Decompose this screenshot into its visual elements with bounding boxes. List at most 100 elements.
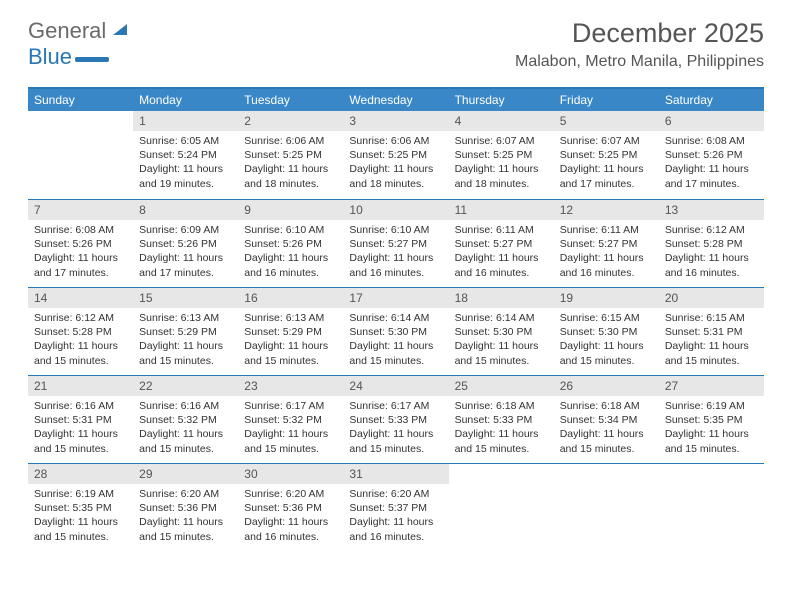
- day-body: [28, 117, 133, 126]
- day-number-text: 21: [34, 379, 47, 393]
- day-body: Sunrise: 6:15 AMSunset: 5:30 PMDaylight:…: [554, 308, 659, 374]
- day-number-text: 30: [244, 467, 257, 481]
- daylight-text: Daylight: 11 hours and 15 minutes.: [455, 427, 548, 455]
- day-body: Sunrise: 6:07 AMSunset: 5:25 PMDaylight:…: [554, 131, 659, 197]
- day-body: [449, 470, 554, 479]
- week-row: 1Sunrise: 6:05 AMSunset: 5:24 PMDaylight…: [28, 111, 764, 199]
- day-cell: 19Sunrise: 6:15 AMSunset: 5:30 PMDayligh…: [554, 288, 659, 375]
- day-number: 11: [449, 200, 554, 220]
- day-number-text: 27: [665, 379, 678, 393]
- day-number-text: 24: [349, 379, 362, 393]
- day-body: Sunrise: 6:14 AMSunset: 5:30 PMDaylight:…: [343, 308, 448, 374]
- day-number-text: 20: [665, 291, 678, 305]
- day-cell: 6Sunrise: 6:08 AMSunset: 5:26 PMDaylight…: [659, 111, 764, 199]
- day-cell: 28 Sunrise: 6:19 AMSunset: 5:35 PMDayligh…: [28, 464, 133, 551]
- sunrise-text: Sunrise: 6:06 AM: [349, 134, 442, 148]
- sunset-text: Sunset: 5:27 PM: [560, 237, 653, 251]
- page-title: December 2025: [515, 18, 764, 49]
- logo: General Blue: [28, 18, 127, 70]
- logo-mark: [111, 18, 127, 35]
- daylight-text: Daylight: 11 hours and 16 minutes.: [560, 251, 653, 279]
- day-number-text: 5: [560, 114, 567, 128]
- day-number: 4: [449, 111, 554, 131]
- day-cell: 7Sunrise: 6:08 AMSunset: 5:26 PMDaylight…: [28, 200, 133, 287]
- day-cell: 22Sunrise: 6:16 AMSunset: 5:32 PMDayligh…: [133, 376, 238, 463]
- daylight-text: Daylight: 11 hours and 16 minutes.: [665, 251, 758, 279]
- day-body: Sunrise: 6:08 AMSunset: 5:26 PMDaylight:…: [659, 131, 764, 197]
- sunrise-text: Sunrise: 6:07 AM: [455, 134, 548, 148]
- sunrise-text: Sunrise: 6:08 AM: [34, 223, 127, 237]
- day-body: Sunrise: 6:09 AMSunset: 5:26 PMDaylight:…: [133, 220, 238, 286]
- day-number: 18: [449, 288, 554, 308]
- daylight-text: Daylight: 11 hours and 19 minutes.: [139, 162, 232, 190]
- sunrise-text: Sunrise: 6:10 AM: [244, 223, 337, 237]
- daylight-text: Daylight: 11 hours and 17 minutes.: [139, 251, 232, 279]
- sunset-text: Sunset: 5:31 PM: [665, 325, 758, 339]
- day-body: Sunrise: 6:17 AMSunset: 5:32 PMDaylight:…: [238, 396, 343, 462]
- daylight-text: Daylight: 11 hours and 16 minutes.: [244, 251, 337, 279]
- day-cell: 31Sunrise: 6:20 AMSunset: 5:37 PMDayligh…: [343, 464, 448, 551]
- day-number-text: 13: [665, 203, 678, 217]
- day-number: 6: [659, 111, 764, 131]
- weekday-thursday: Thursday: [449, 89, 554, 111]
- day-cell: [28, 111, 133, 199]
- weeks-container: 1Sunrise: 6:05 AMSunset: 5:24 PMDaylight…: [28, 111, 764, 551]
- day-cell: 18Sunrise: 6:14 AMSunset: 5:30 PMDayligh…: [449, 288, 554, 375]
- day-number: 13: [659, 200, 764, 220]
- day-cell: 23Sunrise: 6:17 AMSunset: 5:32 PMDayligh…: [238, 376, 343, 463]
- day-number: 17: [343, 288, 448, 308]
- sunset-text: Sunset: 5:34 PM: [560, 413, 653, 427]
- day-body: Sunrise: 6:13 AMSunset: 5:29 PMDaylight:…: [238, 308, 343, 374]
- day-cell: [554, 464, 659, 551]
- day-body: Sunrise: 6:16 AMSunset: 5:31 PMDaylight:…: [28, 396, 133, 462]
- sunset-text: Sunset: 5:32 PM: [244, 413, 337, 427]
- sunset-text: Sunset: 5:27 PM: [349, 237, 442, 251]
- day-cell: 4Sunrise: 6:07 AMSunset: 5:25 PMDaylight…: [449, 111, 554, 199]
- daylight-text: Daylight: 11 hours and 15 minutes.: [139, 339, 232, 367]
- daylight-text: Daylight: 11 hours and 18 minutes.: [349, 162, 442, 190]
- day-body: Sunrise: 6:18 AMSunset: 5:33 PMDaylight:…: [449, 396, 554, 462]
- day-number-text: 15: [139, 291, 152, 305]
- sunset-text: Sunset: 5:24 PM: [139, 148, 232, 162]
- day-cell: 1Sunrise: 6:05 AMSunset: 5:24 PMDaylight…: [133, 111, 238, 199]
- sunset-text: Sunset: 5:28 PM: [34, 325, 127, 339]
- day-number: 26: [554, 376, 659, 396]
- day-cell: 27Sunrise: 6:19 AMSunset: 5:35 PMDayligh…: [659, 376, 764, 463]
- day-body: Sunrise: 6:06 AMSunset: 5:25 PMDaylight:…: [238, 131, 343, 197]
- sunrise-text: Sunrise: 6:05 AM: [139, 134, 232, 148]
- sunrise-text: Sunrise: 6:17 AM: [349, 399, 442, 413]
- day-number-text: 14: [34, 291, 47, 305]
- day-cell: 9Sunrise: 6:10 AMSunset: 5:26 PMDaylight…: [238, 200, 343, 287]
- daylight-text: Daylight: 11 hours and 15 minutes.: [665, 339, 758, 367]
- day-number: 22: [133, 376, 238, 396]
- weekday-header-row: Sunday Monday Tuesday Wednesday Thursday…: [28, 89, 764, 111]
- day-number: 16: [238, 288, 343, 308]
- sunrise-text: Sunrise: 6:16 AM: [139, 399, 232, 413]
- sunrise-text: Sunrise: 6:15 AM: [665, 311, 758, 325]
- sunset-text: Sunset: 5:27 PM: [455, 237, 548, 251]
- day-body: Sunrise: 6:06 AMSunset: 5:25 PMDaylight:…: [343, 131, 448, 197]
- day-body: Sunrise: 6:13 AMSunset: 5:29 PMDaylight:…: [133, 308, 238, 374]
- day-number: 28: [28, 464, 133, 484]
- sunrise-text: Sunrise: 6:19 AM: [34, 487, 127, 501]
- sunset-text: Sunset: 5:25 PM: [455, 148, 548, 162]
- day-body: Sunrise: 6:08 AMSunset: 5:26 PMDaylight:…: [28, 220, 133, 286]
- day-body: Sunrise: 6:11 AMSunset: 5:27 PMDaylight:…: [554, 220, 659, 286]
- weekday-saturday: Saturday: [659, 89, 764, 111]
- daylight-text: Daylight: 11 hours and 15 minutes.: [34, 515, 127, 543]
- calendar: Sunday Monday Tuesday Wednesday Thursday…: [28, 87, 764, 551]
- daylight-text: Daylight: 11 hours and 16 minutes.: [244, 515, 337, 543]
- sunrise-text: Sunrise: 6:07 AM: [560, 134, 653, 148]
- sunset-text: Sunset: 5:35 PM: [34, 501, 127, 515]
- sail-icon: [113, 24, 127, 35]
- day-number: 29: [133, 464, 238, 484]
- day-number-text: 11: [455, 203, 467, 217]
- day-cell: 14Sunrise: 6:12 AMSunset: 5:28 PMDayligh…: [28, 288, 133, 375]
- sunset-text: Sunset: 5:33 PM: [349, 413, 442, 427]
- day-cell: 20 Sunrise: 6:15 AMSunset: 5:31 PMDayligh…: [659, 288, 764, 375]
- sunrise-text: Sunrise: 6:08 AM: [665, 134, 758, 148]
- day-body: Sunrise: 6:10 AMSunset: 5:27 PMDaylight:…: [343, 220, 448, 286]
- sunrise-text: Sunrise: 6:16 AM: [34, 399, 127, 413]
- sunset-text: Sunset: 5:26 PM: [34, 237, 127, 251]
- location-text: Malabon, Metro Manila, Philippines: [515, 53, 764, 71]
